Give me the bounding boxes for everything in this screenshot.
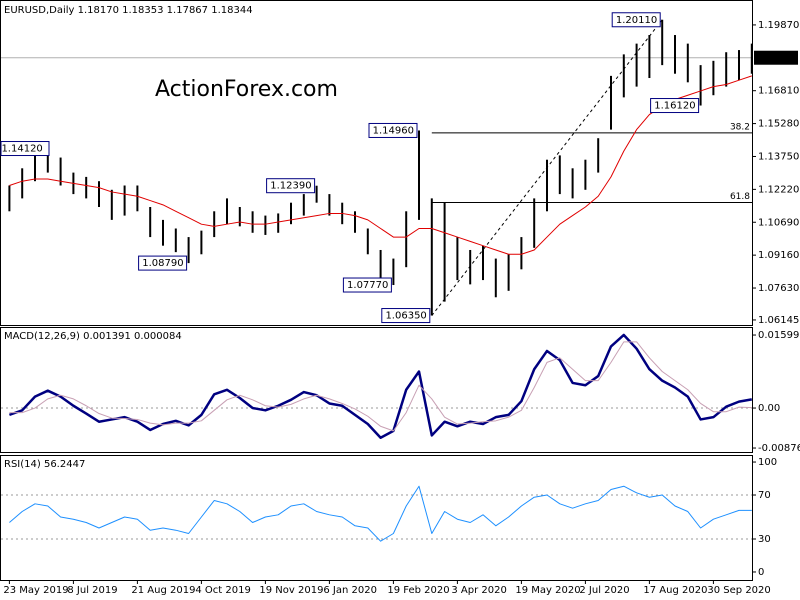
y-tick-label: 100 <box>758 457 777 468</box>
price-label-box <box>138 255 188 271</box>
chart-title: EURUSD,Daily 1.18170 1.18353 1.17867 1.1… <box>4 5 253 16</box>
y-tick-label: 1.10690 <box>758 217 799 228</box>
price-label-box <box>0 141 50 157</box>
moving-average <box>9 75 752 255</box>
y-tick-label: -0.00876 <box>758 443 800 454</box>
x-tick-label: 8 Jul 2019 <box>67 585 117 596</box>
macd-panel-frame <box>0 327 753 453</box>
y-tick-label: 0 <box>758 567 764 578</box>
last-price-box <box>754 50 798 65</box>
y-tick-label: 30 <box>758 534 771 545</box>
macd-title: MACD(12,26,9) 0.001391 0.000084 <box>4 331 182 342</box>
price-label-box <box>368 122 418 138</box>
price-label-box <box>381 308 431 324</box>
x-tick-label: 4 Oct 2019 <box>195 585 250 596</box>
x-tick-label: 21 Aug 2019 <box>131 585 195 596</box>
x-tick-label: 2 Jul 2020 <box>579 585 629 596</box>
x-tick-label: 19 Feb 2020 <box>387 585 449 596</box>
price-label: 1.14960 <box>373 125 414 136</box>
x-tick-label: 23 May 2019 <box>3 585 68 596</box>
y-tick-label: 1.07630 <box>758 283 799 294</box>
fib-label: 38.2 <box>730 122 750 132</box>
watermark: ActionForex.com <box>155 77 338 102</box>
y-tick-label: 0.015991 <box>758 330 800 341</box>
y-tick-label: 1.12220 <box>758 184 799 195</box>
x-tick-label: 3 Apr 2020 <box>451 585 506 596</box>
x-tick-label: 17 Aug 2020 <box>643 585 707 596</box>
y-tick-label: 1.15280 <box>758 119 799 130</box>
y-tick-label: 1.09160 <box>758 250 799 261</box>
y-tick-label: 1.19870 <box>758 20 799 31</box>
y-tick-label: 0.00 <box>758 403 780 414</box>
series-line <box>9 341 752 432</box>
x-tick-label: 19 Nov 2019 <box>259 585 323 596</box>
price-label-box <box>650 98 700 114</box>
price-panel-frame <box>0 0 753 326</box>
x-tick-label: 19 May 2020 <box>515 585 580 596</box>
last-price-label: 1.18344 <box>757 53 798 64</box>
price-label: 1.20110 <box>616 15 657 26</box>
price-label: 1.07770 <box>347 280 388 291</box>
y-tick-label: 1.16810 <box>758 86 799 97</box>
price-label: 1.14120 <box>1 144 42 155</box>
series-line <box>8 333 753 439</box>
price-label: 1.08790 <box>142 258 183 269</box>
price-label: 1.06350 <box>385 311 426 322</box>
price-label-box <box>266 178 316 194</box>
y-tick-label: 70 <box>758 490 771 501</box>
series-line <box>9 485 752 542</box>
y-tick-label: 1.06145 <box>758 315 799 326</box>
x-tick-label: 30 Sep 2020 <box>707 585 770 596</box>
price-label-box <box>342 277 392 293</box>
y-tick-label: 1.13750 <box>758 151 799 162</box>
price-label: 1.16120 <box>654 101 695 112</box>
price-label-box <box>611 12 661 28</box>
x-tick-label: 6 Jan 2020 <box>323 585 377 596</box>
fib-label: 61.8 <box>730 192 750 202</box>
rsi-panel-frame <box>0 455 753 581</box>
price-label: 1.12390 <box>270 181 311 192</box>
rsi-title: RSI(14) 56.2447 <box>4 459 85 470</box>
